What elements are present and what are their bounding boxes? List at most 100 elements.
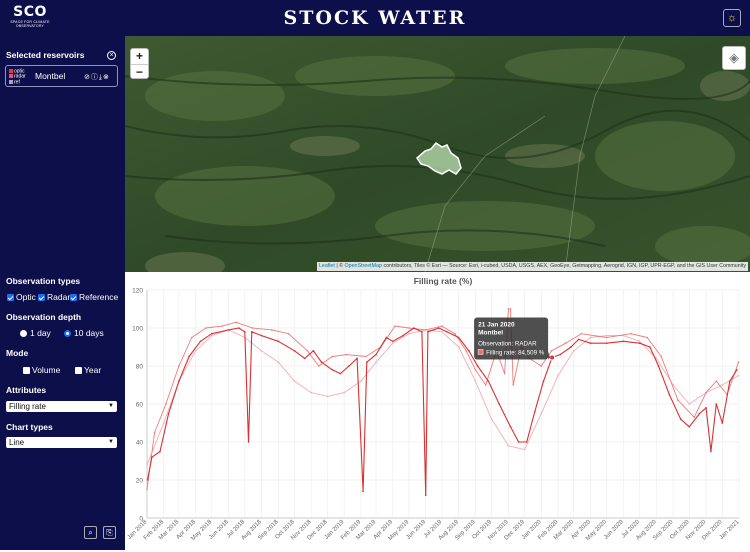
- data-point-ref: [391, 342, 394, 345]
- data-point-radar: [247, 441, 250, 443]
- y-tick-label: 20: [136, 478, 144, 485]
- data-point-radar: [260, 334, 263, 337]
- data-point-optic: [484, 384, 487, 386]
- data-point-radar: [715, 403, 718, 405]
- data-point-optic: [646, 336, 649, 339]
- chart-type-select[interactable]: Line ▼: [6, 437, 117, 448]
- data-point-optic: [441, 325, 443, 327]
- data-point-optic: [580, 332, 583, 335]
- data-point-optic: [737, 361, 740, 364]
- data-point-radar: [657, 365, 660, 367]
- checkbox-year[interactable]: Year: [75, 365, 101, 375]
- data-point-radar: [188, 355, 191, 358]
- clear-selection-icon[interactable]: ×: [107, 51, 116, 60]
- y-tick-label: 40: [136, 440, 144, 447]
- leaflet-link[interactable]: Leaflet: [318, 263, 335, 269]
- data-point-ref: [507, 444, 510, 447]
- data-point-radar: [728, 380, 731, 383]
- data-point-radar: [533, 410, 536, 413]
- data-point-radar: [517, 441, 520, 443]
- data-point-optic: [394, 325, 396, 327]
- data-point-optic: [190, 336, 193, 339]
- series-line-optic: [146, 308, 739, 490]
- data-point-radar: [424, 494, 427, 497]
- data-point-optic: [705, 391, 707, 394]
- data-point-radar: [559, 353, 562, 356]
- data-point-radar: [402, 334, 404, 337]
- checkbox-reference[interactable]: Reference: [70, 292, 118, 302]
- info-icon[interactable]: ⓘ: [90, 74, 98, 81]
- data-point-radar: [426, 330, 429, 333]
- y-tick-label: 0: [139, 516, 143, 523]
- data-point-optic: [364, 355, 367, 358]
- data-point-optic: [317, 365, 320, 367]
- data-point-ref: [540, 412, 543, 415]
- zoom-out-button[interactable]: −: [131, 64, 148, 79]
- data-point-radar: [487, 380, 490, 383]
- checkbox-optic[interactable]: Optic: [7, 292, 36, 302]
- reservoir-shape: [416, 142, 462, 175]
- data-point-ref: [260, 349, 263, 352]
- selected-reservoirs-title: Selected reservoirs: [6, 50, 85, 60]
- satellite-map[interactable]: + − ◈ Leaflet | © OpenStreetMap contribu…: [125, 36, 750, 272]
- data-point-optic: [331, 355, 334, 358]
- data-point-radar: [622, 340, 625, 343]
- data-point-optic: [630, 332, 632, 335]
- data-point-optic: [221, 325, 223, 327]
- tooltip-box: [474, 317, 549, 360]
- data-point-radar: [705, 406, 707, 409]
- data-point-radar: [577, 338, 580, 341]
- data-point-radar: [589, 342, 592, 345]
- export-chart-button[interactable]: ⎘: [103, 526, 116, 539]
- data-point-optic: [165, 403, 167, 405]
- layers-button[interactable]: ◈: [722, 46, 746, 70]
- series-line-ref: [146, 329, 739, 465]
- hide-icon[interactable]: ⊘: [84, 74, 90, 81]
- data-point-optic: [677, 399, 679, 402]
- osm-link[interactable]: OpenStreetMap: [344, 263, 382, 269]
- logo-subtitle: SPACE FOR CLIMATE OBSERVATORY: [10, 20, 50, 28]
- legend-item-ref: ref: [9, 79, 26, 85]
- chevron-down-icon: ▼: [108, 403, 114, 409]
- data-point-radar: [476, 365, 479, 367]
- data-point-ref: [210, 334, 213, 337]
- tooltip-observation: Observation: RADAR: [478, 340, 537, 347]
- checkbox-radar[interactable]: Radar: [38, 292, 70, 302]
- checkbox-volume[interactable]: Volume: [23, 365, 60, 375]
- data-point-optic: [509, 308, 512, 310]
- theme-toggle-button[interactable]: ☼: [723, 9, 741, 27]
- sidebar: Selected reservoirs × optic radar ref Mo…: [0, 36, 125, 550]
- chevron-down-icon: ▼: [108, 439, 114, 445]
- data-point-radar: [210, 332, 213, 335]
- download-icon[interactable]: ⤓: [98, 74, 102, 81]
- data-point-optic: [550, 349, 553, 352]
- data-point-radar: [679, 418, 682, 421]
- data-point-radar: [250, 330, 253, 333]
- zoom-chart-button[interactable]: ⌕: [84, 526, 97, 539]
- data-point-optic: [345, 353, 348, 356]
- radio-10-days[interactable]: 10 days: [64, 328, 104, 338]
- data-point-ref: [523, 448, 526, 451]
- tooltip-marker: [549, 354, 556, 361]
- data-point-optic: [235, 321, 238, 324]
- radio-1-day[interactable]: 1 day: [20, 328, 51, 338]
- data-point-optic: [424, 329, 427, 331]
- attribute-select[interactable]: Filling rate ▼: [6, 401, 117, 412]
- data-point-ref: [194, 349, 197, 352]
- data-point-radar: [509, 425, 512, 428]
- data-point-radar: [412, 327, 415, 329]
- zoom-in-button[interactable]: +: [135, 49, 143, 63]
- reservoir-card[interactable]: optic radar ref Montbel ⊘ⓘ⤓⊗: [5, 65, 118, 87]
- data-point-radar: [365, 361, 368, 364]
- data-point-optic: [270, 329, 273, 331]
- data-point-ref: [490, 418, 493, 421]
- data-point-optic: [540, 365, 543, 367]
- data-point-radar: [146, 479, 149, 481]
- data-point-ref: [557, 374, 559, 377]
- data-point-radar: [648, 346, 651, 348]
- reservoir-name: Montbel: [35, 71, 66, 81]
- remove-icon[interactable]: ⊗: [102, 74, 109, 81]
- observation-types-title: Observation types: [6, 276, 81, 286]
- layers-icon: ◈: [729, 50, 739, 65]
